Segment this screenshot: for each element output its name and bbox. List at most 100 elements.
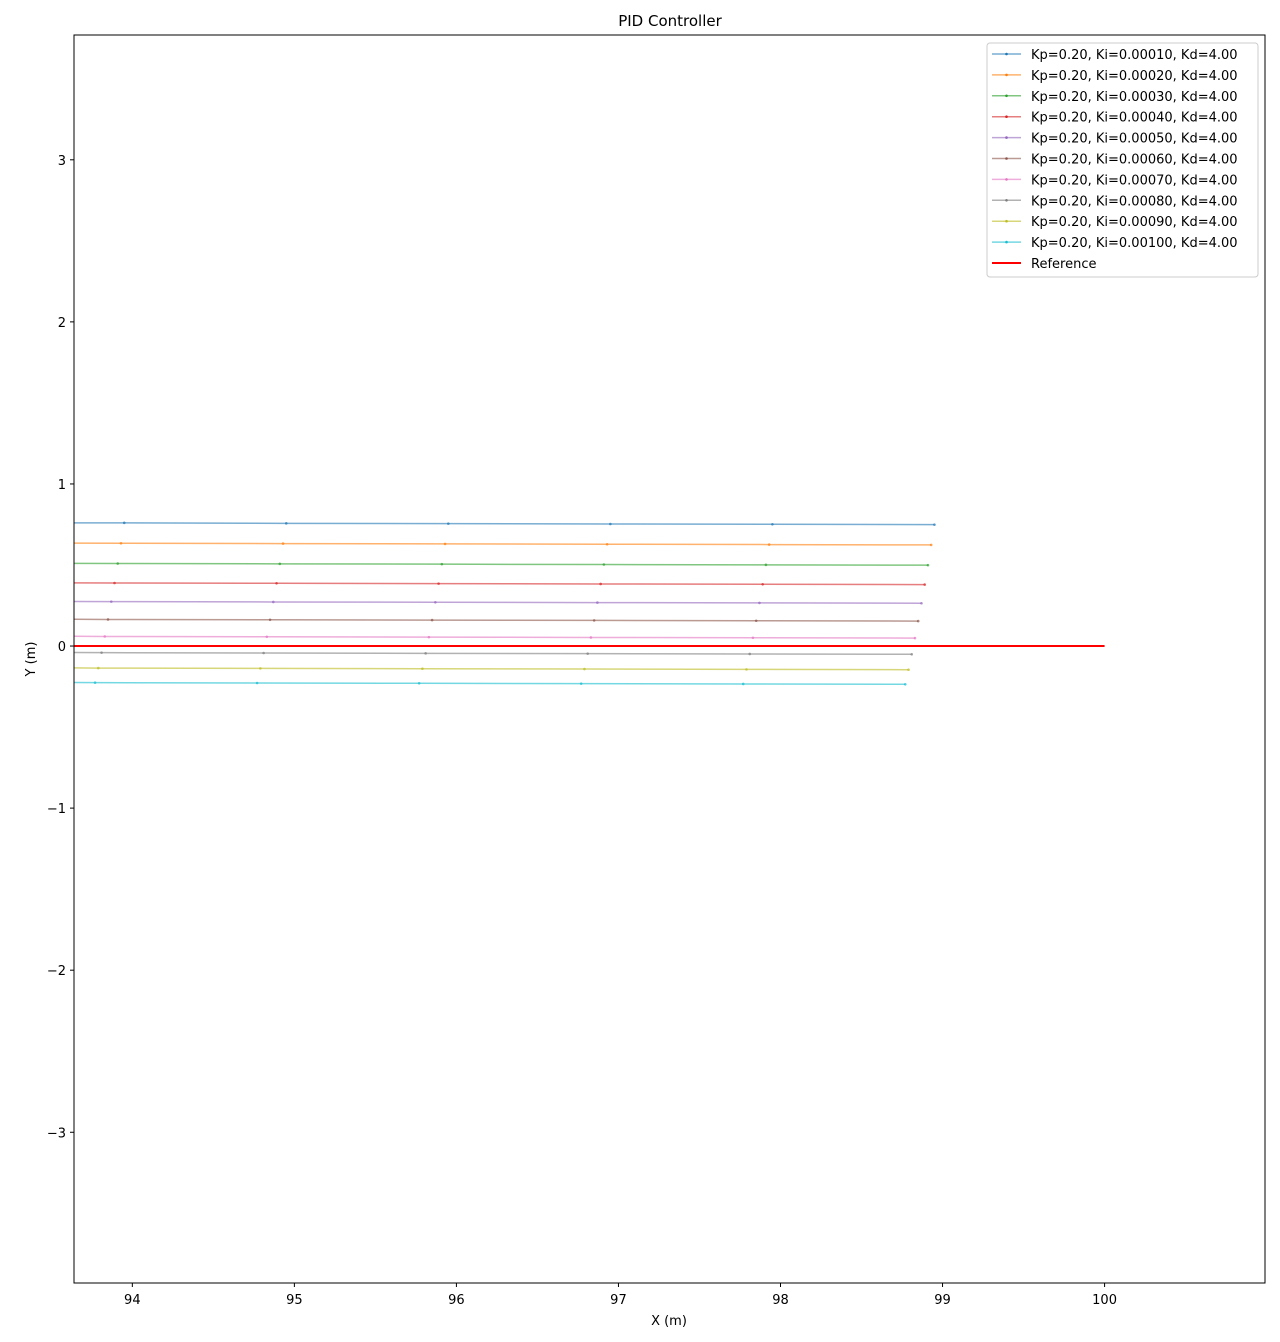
legend-marker [1005, 73, 1008, 77]
series-lines [73, 521, 1105, 686]
series-line-6 [73, 618, 919, 622]
series-8-point [910, 653, 914, 656]
series-6-point [268, 618, 272, 622]
legend-label: Kp=0.20, Ki=0.00070, Kd=4.00 [1031, 173, 1238, 188]
series-2-point [443, 542, 447, 546]
legend-marker [1005, 219, 1008, 223]
y-tick-label: −2 [47, 964, 66, 979]
x-tick-label: 96 [448, 1293, 465, 1308]
series-7-point [265, 635, 269, 639]
y-axis-label: Y (m) [24, 642, 39, 678]
legend-label: Kp=0.20, Ki=0.00100, Kd=4.00 [1031, 236, 1238, 251]
series-7-point [427, 635, 431, 639]
series-9-point [97, 666, 100, 670]
series-2-point [605, 542, 609, 546]
legend-label: Kp=0.20, Ki=0.00080, Kd=4.00 [1031, 194, 1238, 209]
series-6-point [916, 619, 920, 623]
legend-marker [1005, 115, 1008, 118]
series-10-point [903, 682, 907, 686]
series-9-point [259, 667, 262, 670]
series-3-point [602, 563, 606, 566]
legend-marker [1005, 94, 1008, 98]
series-1-point [771, 523, 774, 526]
legend-marker [1005, 52, 1008, 56]
series-8-point [748, 652, 752, 656]
series-2-point [281, 542, 285, 545]
series-5-point [272, 600, 275, 604]
legend-marker [1005, 136, 1008, 139]
series-7-point [751, 636, 755, 640]
series-line-2 [73, 542, 932, 546]
series-6-point [106, 618, 110, 621]
series-line-9 [73, 667, 909, 671]
series-3-point [440, 562, 444, 566]
y-tick-label: −1 [47, 802, 66, 817]
plot-frame [73, 34, 1266, 1284]
series-7-point [103, 635, 107, 638]
series-2-point [929, 543, 933, 547]
x-axis-ticks: 94 95 96 97 98 99 100 [124, 1283, 1117, 1308]
series-1-point [933, 523, 936, 526]
series-10-point [417, 682, 421, 685]
series-9-point [421, 667, 424, 671]
series-line-4 [73, 582, 925, 586]
series-4-point [275, 582, 278, 585]
series-2-point [767, 543, 771, 546]
series-3-point [116, 562, 120, 565]
series-4-point [761, 582, 764, 586]
legend: Kp=0.20, Ki=0.00010, Kd=4.00 Kp=0.20, Ki=… [986, 42, 1259, 278]
series-6-point [754, 619, 758, 623]
series-3-point [926, 563, 930, 567]
legend-box [986, 42, 1259, 278]
series-1-point [284, 522, 288, 525]
y-tick-label: 1 [58, 478, 66, 493]
x-axis-label: X (m) [651, 1314, 687, 1329]
x-tick-label: 94 [124, 1293, 141, 1308]
y-tick-label: 0 [58, 640, 66, 655]
series-2-point [119, 541, 123, 545]
x-tick-label: 98 [772, 1293, 789, 1308]
series-line-10 [73, 681, 906, 686]
series-9-point [745, 668, 748, 671]
series-10-point [741, 682, 745, 686]
series-7-point [913, 636, 917, 640]
series-5-point [758, 601, 761, 605]
series-3-point [764, 563, 768, 567]
y-tick-label: 2 [58, 316, 66, 331]
series-9-point [907, 668, 910, 671]
legend-label: Kp=0.20, Ki=0.00090, Kd=4.00 [1031, 215, 1238, 230]
chart-title: PID Controller [618, 12, 722, 30]
legend-label: Reference [1031, 257, 1096, 272]
x-tick-label: 100 [1092, 1293, 1117, 1308]
x-tick-label: 95 [286, 1293, 303, 1308]
legend-marker [1005, 240, 1008, 244]
y-tick-label: −3 [47, 1126, 66, 1141]
series-6-point [430, 618, 434, 622]
y-axis-ticks: −3 −2 −1 0 1 2 3 [47, 154, 74, 1141]
series-7-point [589, 636, 593, 639]
series-5-point [920, 601, 923, 605]
series-line-5 [73, 600, 922, 604]
series-1-point [447, 522, 450, 525]
series-line-1 [74, 522, 935, 526]
series-1-point [609, 522, 612, 526]
series-5-point [596, 601, 599, 604]
series-line-3 [73, 562, 928, 566]
series-10-point [579, 682, 583, 685]
series-8-point [586, 652, 589, 655]
series-line-8 [73, 651, 912, 656]
series-4-point [437, 582, 440, 585]
legend-marker [1005, 157, 1008, 160]
series-5-point [434, 600, 437, 604]
x-tick-label: 97 [610, 1293, 627, 1308]
legend-label: Kp=0.20, Ki=0.00030, Kd=4.00 [1031, 90, 1238, 105]
series-4-point [113, 581, 116, 585]
series-8-point [424, 652, 427, 655]
legend-label: Kp=0.20, Ki=0.00040, Kd=4.00 [1031, 111, 1238, 126]
x-tick-label: 99 [934, 1293, 951, 1308]
legend-label: Kp=0.20, Ki=0.00010, Kd=4.00 [1031, 48, 1238, 63]
series-line-7 [73, 635, 915, 639]
series-4-point [599, 582, 602, 586]
legend-label: Kp=0.20, Ki=0.00020, Kd=4.00 [1031, 69, 1238, 84]
